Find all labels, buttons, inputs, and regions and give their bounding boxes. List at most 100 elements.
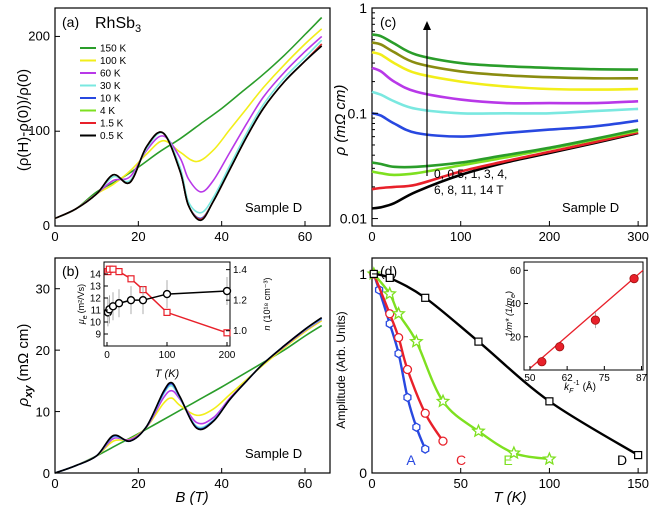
x-tick-label: 150 <box>627 476 649 491</box>
n-symbol: n <box>262 326 272 331</box>
n-unit: (10¹⁸ cm⁻³) <box>262 277 272 322</box>
fit-curve-A <box>372 273 427 450</box>
x-tick-label: 0 <box>368 476 375 491</box>
x-tick-label: 20 <box>131 229 145 244</box>
marker-A <box>412 422 421 432</box>
mstar-label: 1/m* (1/m <box>504 297 514 337</box>
series-line-150K <box>54 16 323 220</box>
inset-x-tick-label: 100 <box>159 350 176 361</box>
legend-label: 60 K <box>100 69 121 80</box>
panel-c-frame <box>371 7 648 227</box>
x-tick-label: 60 <box>298 229 312 244</box>
inset-marker-mu <box>109 265 117 273</box>
marker-C <box>438 436 448 446</box>
marker-C <box>402 364 413 375</box>
series-label-D: D <box>617 452 627 468</box>
inset-x-tick-label: 50 <box>524 373 536 384</box>
series-line-top <box>371 33 639 71</box>
panel-d-inset: 50 62 75 87 20 40 60 kF-1 (Å) 1/m* (1/me) <box>504 261 648 395</box>
panel-a-label: (a) <box>62 14 79 30</box>
marker-D <box>634 450 643 460</box>
y-tick-label: 100 <box>28 123 50 138</box>
mu-unit: (m²/Vs) <box>76 284 86 314</box>
inset-yl-tick-label: 12 <box>90 294 102 305</box>
y-tick-label: 1 <box>359 266 367 282</box>
x-tick-label: 200 <box>539 229 561 244</box>
fit-curve-C <box>372 273 445 442</box>
legend-label: 100 K <box>100 56 126 67</box>
mu-subscript: e <box>82 315 89 319</box>
x-tick-label: 50 <box>453 476 467 491</box>
y-tick-label: 200 <box>28 28 50 43</box>
x-tick-label: 300 <box>627 229 649 244</box>
inset-x-tick-label: 75 <box>599 373 611 384</box>
panel-c-ylabel: ρ (mΩ cm) <box>332 85 349 157</box>
inset-d-xlabel: kF-1 (Å) <box>564 380 596 395</box>
inset-x-tick-label: 0 <box>104 350 110 361</box>
marker-E <box>391 305 406 320</box>
kf-unit: (Å) <box>583 380 596 393</box>
y-tick-label: 0.01 <box>340 211 367 227</box>
inset-y-tick-label: 20 <box>510 332 522 343</box>
panel-b-ylabel: ρxy (mΩ cm) <box>15 324 35 408</box>
panel-a-series <box>54 16 323 222</box>
series-line-60K <box>54 35 323 220</box>
x-tick-label: 0 <box>368 229 375 244</box>
panel-d-frame <box>371 257 648 474</box>
marker-E <box>435 393 451 408</box>
marker-D <box>474 337 483 346</box>
inset-b-ylabel-left: μe(m²/Vs) <box>76 284 89 325</box>
field-annotation-line2: 6, 8, 11, 14 T <box>434 183 504 197</box>
inset-yr-tick-label: 1.0 <box>233 326 247 337</box>
mstar-close: ) <box>504 291 514 295</box>
panel-b-sample: Sample D <box>245 446 302 461</box>
inset-marker-n <box>138 295 148 305</box>
series-line-30K <box>54 39 323 220</box>
series-line-14T <box>371 41 639 80</box>
inset-x-tick-label: 62 <box>562 373 574 384</box>
x-tick-label: 40 <box>214 476 228 491</box>
x-tick-label: 100 <box>450 229 472 244</box>
inset-b-series <box>103 265 232 337</box>
series-line-3T <box>371 128 639 169</box>
y-tick-label: 0.1 <box>348 105 368 121</box>
panel-d-xlabel: T (K) <box>493 489 526 506</box>
inset-yr-tick-label: 1.2 <box>233 296 247 307</box>
marker-A <box>403 392 412 403</box>
marker-D <box>545 397 554 406</box>
marker-D <box>385 273 394 283</box>
series-line-0.5K <box>54 45 323 222</box>
legend-label: 10 K <box>100 94 121 105</box>
x-tick-label: 0 <box>51 229 58 244</box>
marker-E <box>408 333 424 348</box>
panel-a-sample: Sample D <box>245 200 302 215</box>
kf-superscript: -1 <box>573 380 579 387</box>
inset-point <box>555 342 565 352</box>
panel-b-frame <box>54 257 331 474</box>
inset-d-ylabel: 1/m* (1/me) <box>504 291 517 337</box>
inset-x-tick-label: 87 <box>636 373 648 384</box>
inset-marker-mu <box>127 275 135 283</box>
panel-b-label: (b) <box>62 263 79 279</box>
inset-marker-mu <box>163 308 171 316</box>
legend-label: 30 K <box>100 81 121 92</box>
inset-point <box>537 357 547 367</box>
rho-symbol: ρ <box>15 397 32 407</box>
panel-b-xlabel: B (T) <box>175 489 208 506</box>
inset-point <box>629 274 639 284</box>
rho-unit: (mΩ cm) <box>15 324 32 382</box>
marker-C <box>420 408 430 418</box>
panel-a-ticks: 0 20 40 60 0 100 200 <box>28 28 312 244</box>
inset-marker-n <box>162 289 172 299</box>
y-tick-label: 10 <box>36 405 50 420</box>
y-tick-label: 30 <box>36 282 50 297</box>
inset-marker-n <box>114 299 124 308</box>
inset-yl-tick-label: 9 <box>95 330 101 341</box>
inset-fit-line <box>529 269 644 369</box>
